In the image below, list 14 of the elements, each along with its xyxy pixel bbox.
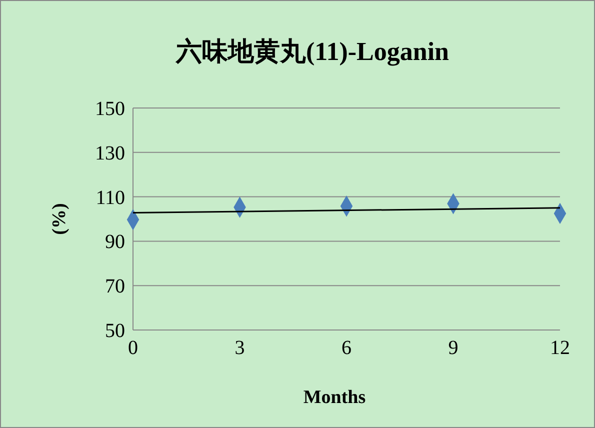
chart-title: 六味地黄丸(11)-Loganin xyxy=(174,37,450,66)
y-tick-label: 90 xyxy=(105,231,125,254)
y-tick-label: 150 xyxy=(95,98,125,120)
y-tick-label: 50 xyxy=(105,320,125,342)
x-axis-title: Months xyxy=(303,387,366,408)
x-tick-label: 0 xyxy=(128,337,138,359)
x-tick-label: 6 xyxy=(342,337,352,359)
y-axis-title: (%) xyxy=(49,203,70,235)
y-tick-label: 130 xyxy=(95,142,125,164)
x-tick-label: 9 xyxy=(448,337,458,359)
y-tick-label: 110 xyxy=(96,186,125,209)
x-tick-label: 3 xyxy=(234,337,245,359)
x-tick-label: 12 xyxy=(550,337,570,359)
y-tick-label: 70 xyxy=(105,276,125,298)
